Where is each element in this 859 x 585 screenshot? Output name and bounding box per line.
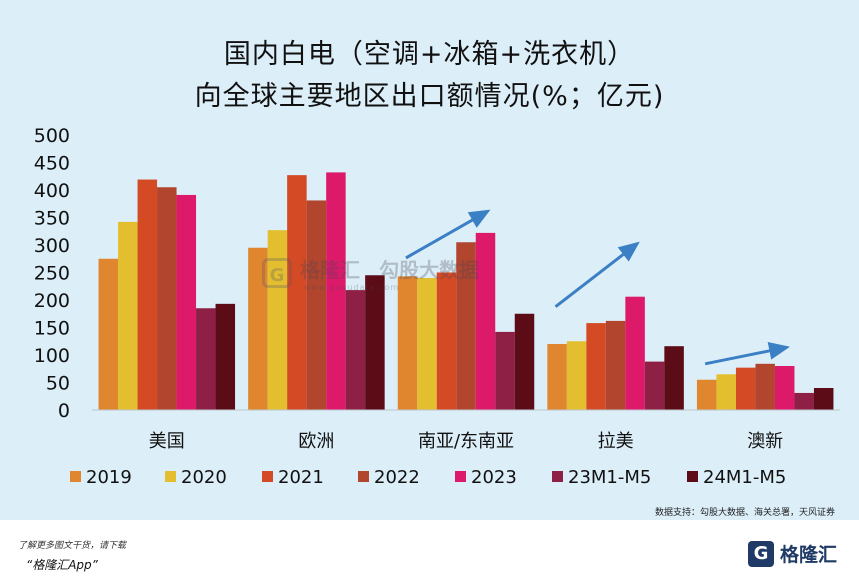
source-note: 数据支持：勾股大数据、海关总署，天风证券 bbox=[654, 508, 835, 518]
bar bbox=[215, 303, 236, 410]
legend-swatch bbox=[70, 471, 81, 482]
bar bbox=[605, 320, 626, 410]
footer-promo-text: 了解更多图文干货，请下载 bbox=[18, 541, 127, 551]
legend-swatch bbox=[165, 471, 176, 482]
y-tick-label: 0 bbox=[58, 400, 70, 422]
bar bbox=[137, 179, 158, 410]
bar bbox=[813, 388, 834, 410]
upward-trend-arrow bbox=[704, 342, 790, 366]
bar bbox=[566, 341, 587, 410]
legend-label: 2020 bbox=[181, 467, 227, 488]
y-tick-label: 250 bbox=[34, 263, 70, 285]
bar bbox=[755, 363, 775, 410]
bar bbox=[794, 392, 814, 410]
bar bbox=[644, 361, 665, 410]
y-tick-label: 400 bbox=[34, 180, 70, 202]
logo-icon: G bbox=[747, 540, 774, 567]
y-tick-label: 350 bbox=[34, 208, 70, 230]
legend-swatch bbox=[455, 471, 466, 482]
y-tick-label: 200 bbox=[34, 290, 70, 312]
bar bbox=[716, 374, 736, 410]
watermark-url: www.gogudata.com bbox=[304, 283, 400, 292]
watermark: G 格隆汇 勾股大数据 www.gogudata.com bbox=[262, 254, 479, 292]
bar bbox=[696, 379, 717, 410]
legend-label: 2021 bbox=[278, 467, 324, 488]
legend-label: 2023 bbox=[471, 467, 517, 488]
chart-title-line-2: 向全球主要地区出口额情况(%；亿元) bbox=[194, 81, 665, 112]
bar bbox=[306, 200, 327, 410]
y-tick-label: 150 bbox=[34, 318, 70, 340]
legend-swatch bbox=[262, 471, 273, 482]
legend-label: 2019 bbox=[86, 467, 132, 488]
bar bbox=[475, 232, 496, 410]
y-tick-label: 500 bbox=[34, 125, 70, 147]
upward-trend-arrow bbox=[405, 209, 491, 260]
footer-logo[interactable]: G 格隆汇 bbox=[747, 540, 837, 567]
bar bbox=[547, 344, 567, 410]
x-category-label: 澳新 bbox=[747, 431, 783, 452]
bar bbox=[514, 313, 535, 410]
x-category-label: 美国 bbox=[149, 431, 185, 452]
bar bbox=[774, 366, 795, 410]
legend-swatch bbox=[358, 471, 369, 482]
chart-area: 国内白电（空调+冰箱+洗衣机） 向全球主要地区出口额情况(%；亿元) 0 50 10… bbox=[33, 39, 840, 518]
y-tick-label: 100 bbox=[34, 345, 70, 367]
bar bbox=[287, 175, 307, 410]
bar bbox=[176, 194, 197, 410]
bar bbox=[625, 296, 645, 410]
bar bbox=[586, 323, 606, 410]
bar bbox=[157, 187, 177, 410]
watermark-logo-icon: G bbox=[262, 258, 292, 288]
y-tick-label: 450 bbox=[34, 153, 70, 175]
upward-trend-arrow bbox=[554, 241, 640, 308]
bars bbox=[98, 172, 834, 410]
legend: 2019 2020 2021 2022 2023 23M1-M5 24M1-M5 bbox=[70, 467, 786, 488]
bar bbox=[326, 172, 346, 410]
bar bbox=[495, 331, 515, 410]
trend-arrows bbox=[405, 209, 790, 366]
legend-label: 23M1-M5 bbox=[568, 467, 651, 488]
legend-label: 24M1-M5 bbox=[703, 467, 786, 488]
bar bbox=[196, 308, 216, 410]
logo-text: 格隆汇 bbox=[779, 544, 837, 566]
footer-app-name: “格隆汇App” bbox=[26, 558, 98, 572]
legend-swatch bbox=[687, 471, 698, 482]
y-tick-label: 50 bbox=[46, 373, 70, 395]
bar bbox=[456, 242, 476, 410]
watermark-brand: 格隆汇 bbox=[300, 258, 360, 282]
x-category-label: 欧洲 bbox=[298, 431, 334, 452]
bar bbox=[267, 230, 288, 410]
bar bbox=[417, 278, 437, 410]
legend-swatch bbox=[552, 471, 563, 482]
legend-label: 2022 bbox=[374, 467, 420, 488]
bar bbox=[436, 272, 457, 410]
bar bbox=[365, 275, 385, 410]
bar bbox=[118, 221, 138, 410]
x-category-label: 拉美 bbox=[598, 431, 634, 452]
bar bbox=[248, 247, 268, 410]
watermark-product: 勾股大数据 bbox=[379, 258, 480, 282]
x-axis: 美国 欧洲 南亚/东南亚 拉美 澳新 bbox=[92, 409, 840, 452]
chart-title-line-1: 国内白电（空调+冰箱+洗衣机） bbox=[223, 39, 636, 70]
footer: 了解更多图文干货，请下载 “格隆汇App” G 格隆汇 bbox=[0, 520, 859, 585]
y-axis: 0 50 100 150 200 250 300 350 400 450 500 bbox=[34, 125, 70, 422]
x-category-label: 南亚/东南亚 bbox=[418, 431, 514, 452]
bar-chart: 0 50 100 150 200 250 300 350 400 450 500 美国 欧洲 南亚/东南… bbox=[34, 125, 840, 488]
bar bbox=[98, 258, 119, 410]
bar bbox=[735, 367, 756, 410]
bar bbox=[664, 346, 684, 410]
bar bbox=[397, 276, 418, 410]
y-tick-label: 300 bbox=[34, 235, 70, 257]
bar bbox=[345, 290, 366, 410]
